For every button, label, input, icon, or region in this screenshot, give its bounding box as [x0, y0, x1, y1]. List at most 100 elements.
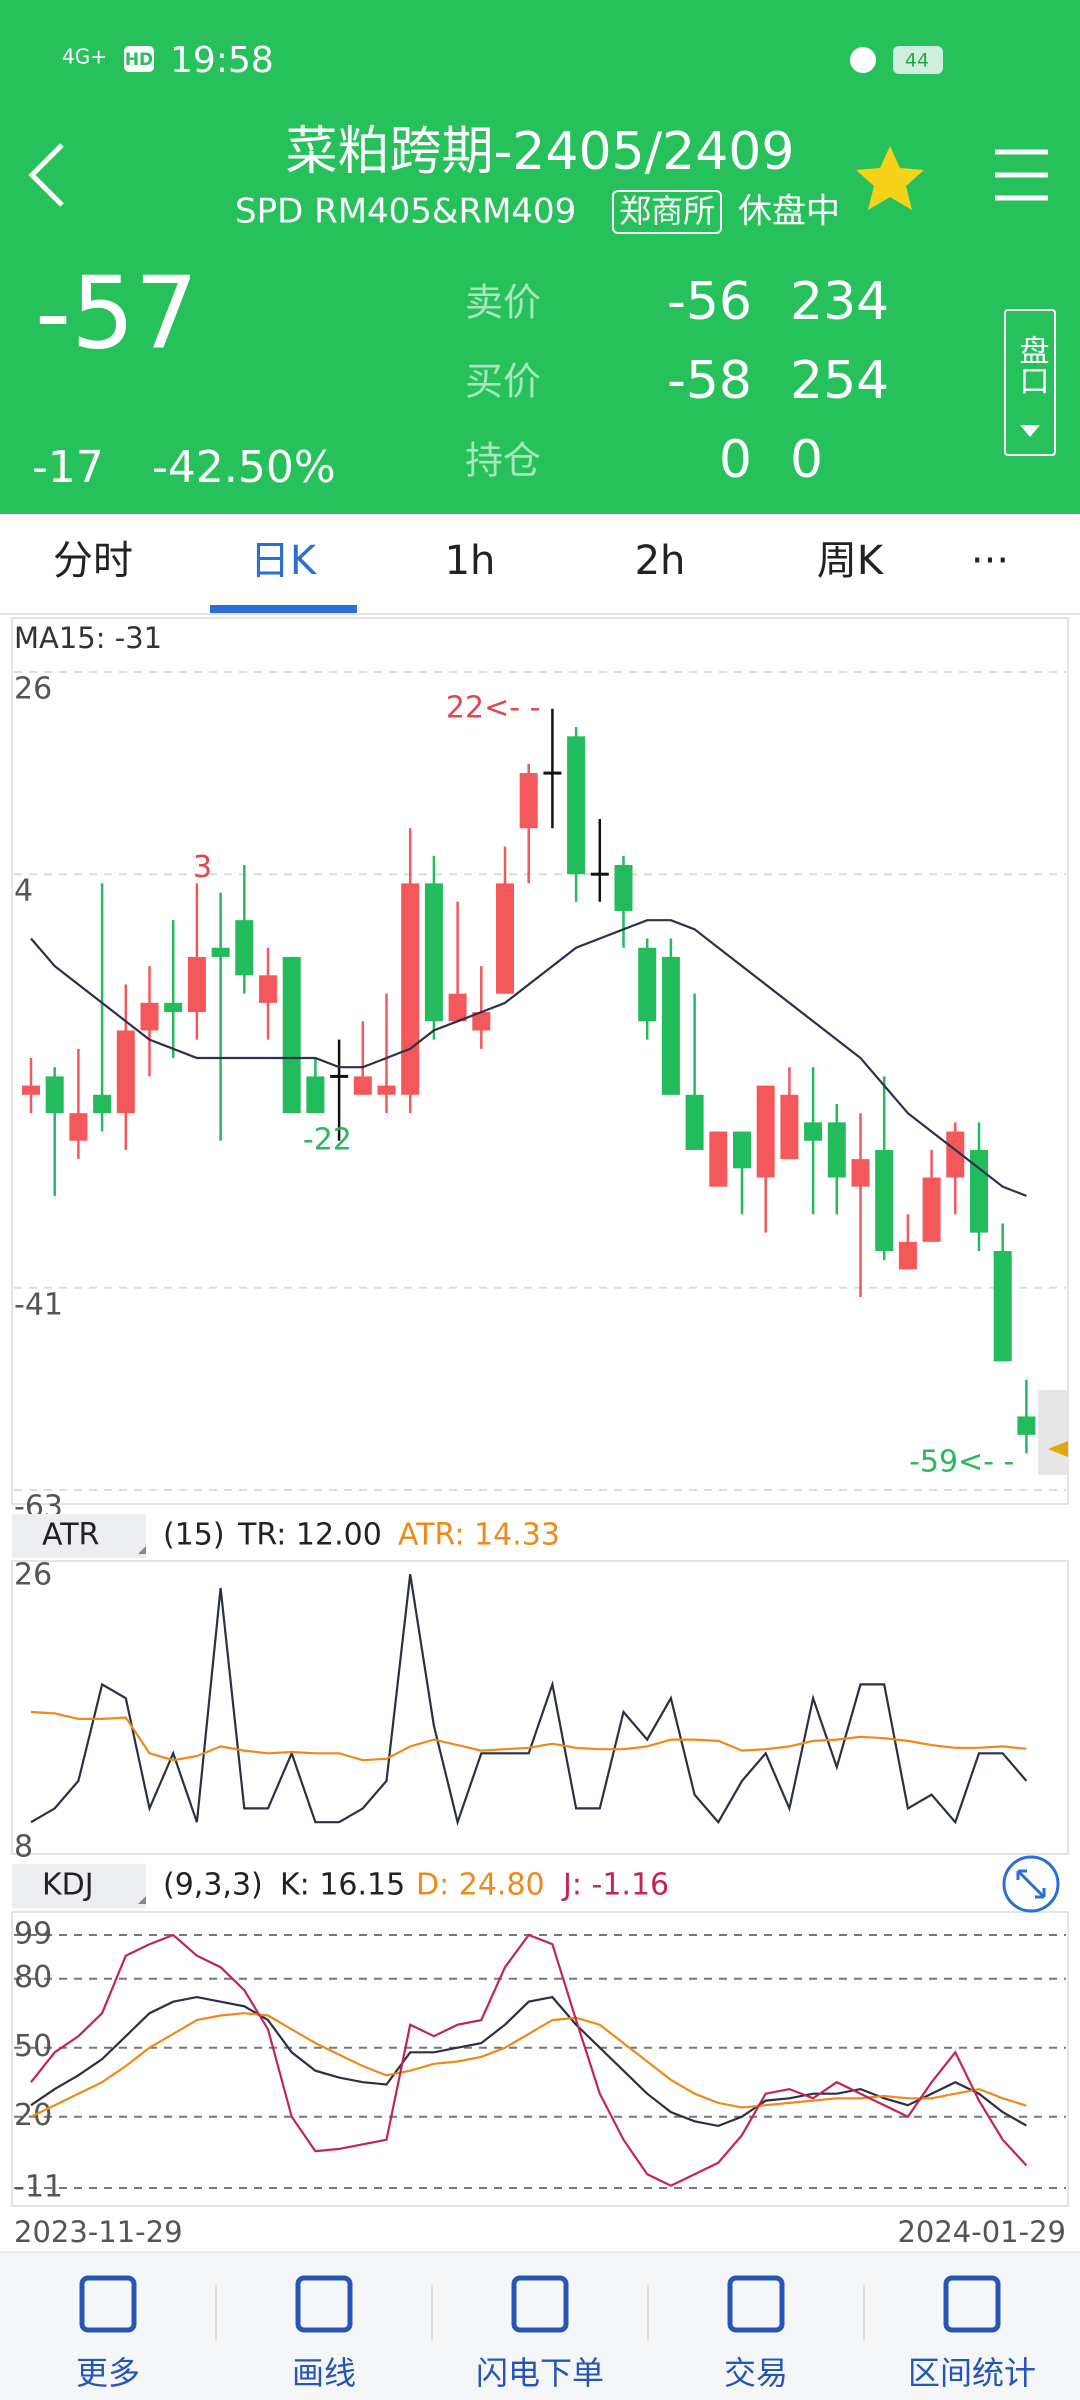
battery: [893, 46, 943, 74]
annotation: 3: [193, 850, 212, 885]
candle-body: [709, 1131, 728, 1187]
candle-body: [472, 1012, 491, 1031]
candle-body: [424, 883, 443, 1022]
main-panel: [11, 617, 1069, 1505]
hd: HD: [125, 50, 153, 70]
quote-volume: 254: [790, 351, 889, 411]
price-marker: [1048, 1441, 1068, 1457]
quote-volume: 0: [790, 430, 823, 490]
order-book-label: 盘口: [1014, 335, 1049, 395]
nav-label[interactable]: 更多: [76, 2354, 140, 2392]
candle-body: [685, 1094, 704, 1150]
candle-body: [69, 1113, 88, 1141]
annotation: -59<- -: [909, 1445, 1014, 1480]
tab[interactable]: ···: [971, 538, 1009, 584]
clock: 19:58: [170, 40, 274, 81]
candle-body: [875, 1149, 894, 1252]
price-marker-bg: [1038, 1390, 1068, 1475]
indicator-corner: [138, 1896, 146, 1904]
kdj-panel: [11, 1911, 1069, 2207]
indicator-readout: ATR: 14.33: [398, 1518, 560, 1553]
y-tick-label: 8: [14, 1830, 33, 1865]
tab[interactable]: 2h: [635, 538, 686, 584]
candle-body: [282, 956, 301, 1114]
favorite-star[interactable]: [856, 146, 924, 210]
indicator-readout: K: 16.15: [280, 1868, 405, 1903]
tab[interactable]: 日K: [250, 538, 318, 584]
market-state: 休盘中: [738, 192, 840, 232]
indicator-corner: [138, 1546, 146, 1554]
nav-label[interactable]: 交易: [724, 2354, 788, 2392]
indicator-tab: [12, 1864, 146, 1908]
indicator-name[interactable]: ATR: [42, 1518, 99, 1553]
nav-icon: [79, 2275, 137, 2333]
y-tick-label: 99: [14, 1917, 52, 1952]
candle-body: [827, 1122, 846, 1178]
quote-label: 买价: [465, 360, 541, 404]
nav-label[interactable]: 区间统计: [908, 2354, 1036, 2392]
tab[interactable]: 周K: [817, 538, 885, 584]
quote-label: 持仓: [465, 439, 541, 483]
nav-icon: [511, 2275, 569, 2333]
series-line: [30, 1574, 1028, 1827]
menu-button[interactable]: [995, 149, 1048, 201]
nav-icon: [295, 2275, 353, 2333]
end-date: 2024-01-29: [897, 2215, 1066, 2249]
indicator-readout: TR: 12.00: [237, 1518, 382, 1553]
series-line: [30, 919, 1027, 1197]
candle-body: [898, 1241, 917, 1270]
series-line: [30, 1995, 1027, 2128]
series-line: [30, 2012, 1027, 2118]
candle-body: [1017, 1416, 1036, 1435]
alarm-icon: [850, 47, 876, 73]
ma-legend: MA15: -31: [14, 621, 162, 655]
expand-icon: [1016, 1869, 1046, 1899]
hd-badge: [124, 46, 154, 72]
back-button[interactable]: [28, 143, 64, 207]
indicator-params: (15): [163, 1518, 225, 1553]
candle-body: [567, 736, 586, 875]
candle-body: [377, 1085, 396, 1095]
nav-label[interactable]: 闪电下单: [476, 2354, 604, 2392]
tab[interactable]: 1h: [445, 538, 496, 584]
candle-body: [353, 1076, 372, 1095]
candle-body: [116, 1030, 135, 1114]
candle-body: [448, 993, 467, 1022]
candle-body: [946, 1131, 965, 1178]
candle-body: [496, 883, 514, 994]
expand-button[interactable]: [1002, 1855, 1060, 1913]
indicator-tab: [12, 1514, 146, 1558]
y-tick-label: 50: [14, 2029, 52, 2064]
indicator-name[interactable]: KDJ: [42, 1868, 94, 1903]
quote-price: -58: [667, 351, 752, 411]
indicator-readout: J: -1.16: [561, 1868, 669, 1903]
change-percent: -42.50%: [152, 442, 336, 493]
annotation: -22: [303, 1123, 352, 1158]
candle-body: [164, 1002, 183, 1013]
candle-body: [614, 865, 633, 911]
tab[interactable]: 分时: [53, 538, 133, 584]
dropdown-arrow: [1020, 425, 1040, 437]
tab-indicator: [210, 605, 357, 613]
y-tick-label: -11: [14, 2170, 63, 2205]
last-price: -57: [35, 254, 198, 371]
header-bg: [0, 0, 1080, 514]
change: -17: [32, 442, 104, 493]
y-tick-label: -41: [14, 1287, 63, 1322]
candle-body: [187, 956, 206, 1013]
y-tick-label: 80: [14, 1960, 52, 1995]
candle-body: [519, 773, 538, 829]
tab-bar: [0, 514, 1080, 615]
nav-icon: [727, 2275, 785, 2333]
candle-body: [140, 1002, 159, 1031]
battery-level: 44: [905, 50, 929, 72]
indicator-readout: D: 24.80: [416, 1868, 545, 1903]
start-date: 2023-11-29: [14, 2215, 183, 2249]
nav-icon: [943, 2275, 1001, 2333]
candle-body: [733, 1131, 751, 1169]
nav-label[interactable]: 画线: [292, 2354, 356, 2392]
order-book-button[interactable]: [1004, 309, 1056, 456]
candle-body: [330, 1074, 349, 1078]
